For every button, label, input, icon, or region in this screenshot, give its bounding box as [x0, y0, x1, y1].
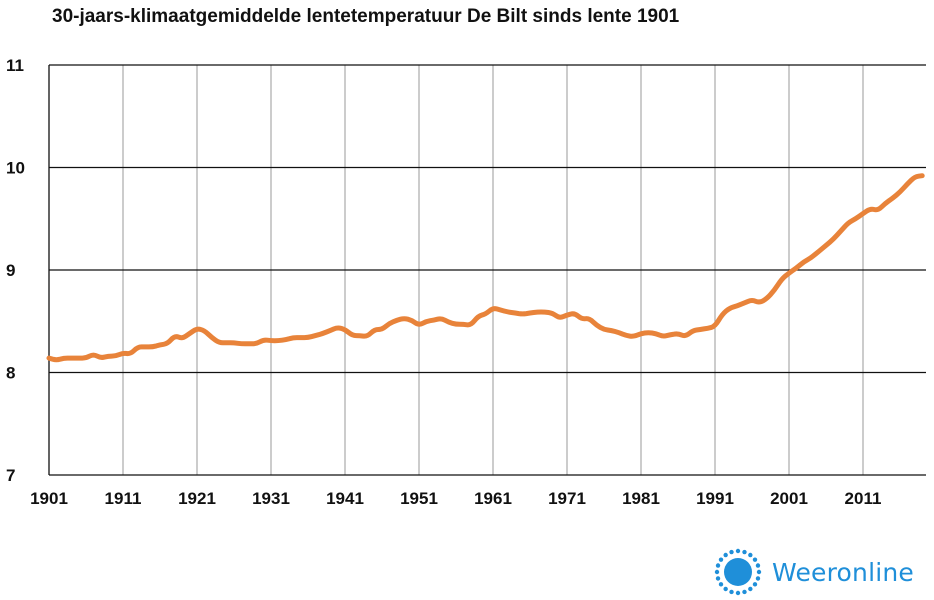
- brand-name: Weeronline: [772, 557, 915, 587]
- sun-ray: [748, 586, 753, 592]
- y-tick-label: 9: [6, 261, 15, 280]
- sun-ray: [715, 576, 721, 581]
- y-axis-tick-labels: 7 8 9 10 11: [6, 56, 25, 485]
- sun-ray: [755, 563, 761, 568]
- sun-ray: [735, 590, 741, 596]
- sun-ray: [742, 589, 747, 595]
- horizontal-gridlines: [48, 64, 926, 476]
- sun-ray: [729, 549, 734, 555]
- x-tick-label: 1901: [30, 489, 68, 508]
- sun-icon: [714, 548, 762, 596]
- series-line-0: [46, 173, 925, 363]
- x-tick-label: 1991: [696, 489, 734, 508]
- x-axis-tick-labels: 1901 1911 1921 1931 1941 1951 1961 1971 1981 1991…: [30, 489, 881, 508]
- sun-ray: [735, 548, 741, 554]
- sun-ray: [723, 552, 728, 558]
- x-tick-label: 1961: [474, 489, 512, 508]
- sun-ray: [755, 576, 761, 581]
- chart-title: 30-jaars-klimaatgemiddelde lentetemperat…: [52, 6, 680, 27]
- sun-ray: [718, 582, 724, 587]
- sun-ray: [714, 569, 720, 575]
- brand-logo: Weeronline: [712, 546, 914, 598]
- x-tick-label: 1981: [622, 489, 660, 508]
- x-tick-label: 1931: [252, 489, 290, 508]
- x-tick-label: 2011: [845, 489, 882, 508]
- y-tick-label: 7: [6, 466, 15, 485]
- sun-ray: [756, 569, 762, 575]
- x-tick-label: 1971: [548, 489, 586, 508]
- y-tick-label: 11: [6, 56, 24, 75]
- sun-ray: [742, 549, 747, 555]
- series-layer: [46, 173, 925, 363]
- sun-ray: [715, 563, 721, 568]
- y-tick-label: 8: [6, 364, 15, 383]
- x-tick-label: 1941: [326, 489, 364, 508]
- x-tick-label: 1951: [400, 489, 438, 508]
- x-tick-label: 1921: [178, 489, 216, 508]
- sun-ray: [723, 586, 728, 592]
- y-tick-label: 10: [6, 159, 25, 178]
- sun-ray: [752, 582, 758, 587]
- x-tick-label: 1911: [105, 489, 142, 508]
- sun-ray: [752, 557, 758, 562]
- sun-ray: [729, 589, 734, 595]
- sun-ray: [748, 552, 753, 558]
- sun-ray: [718, 557, 724, 562]
- x-tick-label: 2001: [770, 489, 808, 508]
